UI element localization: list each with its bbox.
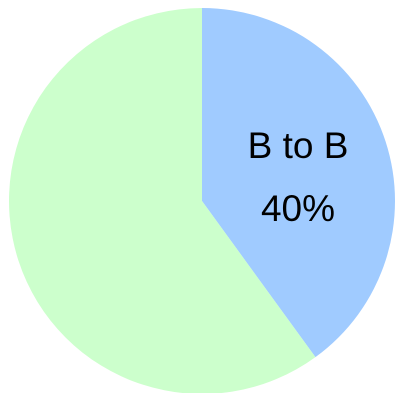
pie-slice-slice-1	[9, 8, 316, 393]
pie-labels: B to B 40%	[248, 125, 349, 229]
slice-label-b-to-b-value: 40%	[261, 188, 335, 229]
pie-slice-b-to-b	[202, 8, 396, 358]
pie-slices	[9, 8, 396, 393]
slice-label-b-to-b-name: B to B	[248, 125, 349, 166]
